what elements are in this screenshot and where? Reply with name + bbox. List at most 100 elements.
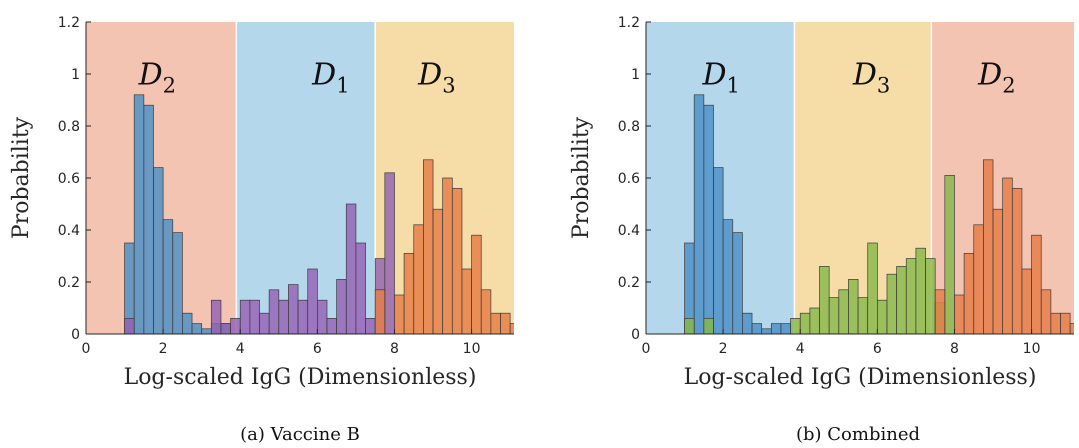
x-tick-label: 2 xyxy=(159,341,168,357)
y-tick-label: 0.4 xyxy=(58,223,80,239)
histogram-bar xyxy=(490,312,501,334)
histogram-bar xyxy=(973,224,984,334)
histogram-bar xyxy=(288,284,299,334)
histogram-bar xyxy=(182,312,193,334)
histogram-bar xyxy=(394,294,405,334)
histogram-bar xyxy=(1050,312,1061,334)
histogram-bar xyxy=(1021,268,1032,334)
histogram-bar xyxy=(954,294,965,334)
histogram-bar xyxy=(877,299,888,334)
histogram-bar xyxy=(905,258,917,334)
y-axis-title: Probability xyxy=(9,116,34,239)
histogram-bar xyxy=(297,299,309,334)
y-tick-label: 1.2 xyxy=(618,15,640,31)
y-tick-label: 0.6 xyxy=(618,171,640,187)
histogram-bar xyxy=(703,104,714,334)
region-label: D2 xyxy=(138,57,176,97)
histogram-bar xyxy=(780,323,791,334)
region-label-subscript: 1 xyxy=(727,73,740,97)
histogram-bar xyxy=(934,289,946,334)
histogram-bar xyxy=(133,94,145,334)
region-label-letter: D xyxy=(138,57,163,92)
histogram-bar xyxy=(220,323,231,334)
histogram-bar xyxy=(838,289,849,334)
region-label-subscript: 2 xyxy=(1002,73,1015,97)
region-label-subscript: 2 xyxy=(163,73,176,97)
histogram-bar xyxy=(471,234,482,334)
x-axis-title: Log-scaled IgG (Dimensionless) xyxy=(124,365,477,390)
x-tick-label: 10 xyxy=(1023,341,1041,357)
histogram-bar xyxy=(703,318,714,334)
y-tick-label: 0.8 xyxy=(618,119,640,135)
histogram-bar xyxy=(713,167,724,334)
region-label: D3 xyxy=(852,57,890,97)
region-label-subscript: 3 xyxy=(442,73,455,97)
histogram-bar xyxy=(1060,312,1071,334)
y-tick-label: 1 xyxy=(71,67,80,83)
histogram-bar xyxy=(278,299,289,334)
histogram-bar xyxy=(172,232,183,334)
histogram-bar xyxy=(722,219,734,334)
x-tick-label: 0 xyxy=(642,341,651,357)
y-tick-label: 0.2 xyxy=(58,275,80,291)
histogram-bar xyxy=(336,279,347,334)
histogram-bar xyxy=(413,224,424,334)
histogram-bar xyxy=(143,104,154,334)
histogram-bar xyxy=(1011,188,1023,334)
x-tick-label: 2 xyxy=(719,341,728,357)
histogram-bar xyxy=(442,177,453,334)
histogram-bar xyxy=(1031,234,1042,334)
histogram-bar xyxy=(684,318,695,334)
histogram-bar xyxy=(480,289,492,334)
histogram-bar xyxy=(162,219,174,334)
histogram-bar xyxy=(432,208,444,334)
region-label-letter: D xyxy=(701,57,726,92)
histogram-bar xyxy=(249,299,260,334)
histogram-bar xyxy=(403,253,415,334)
plot-area xyxy=(86,22,514,334)
histogram-bar xyxy=(355,242,366,334)
y-tick-label: 0 xyxy=(631,327,640,343)
histogram-bar xyxy=(345,203,357,334)
y-tick-label: 0.4 xyxy=(618,223,640,239)
y-tick-label: 0.6 xyxy=(58,171,80,187)
x-tick-label: 8 xyxy=(950,341,959,357)
histogram-bar xyxy=(809,307,820,334)
region-label-letter: D xyxy=(311,57,336,92)
x-tick-label: 4 xyxy=(236,341,245,357)
histogram-bar xyxy=(848,279,859,334)
histogram-bar xyxy=(770,323,782,334)
histogram-bar xyxy=(124,318,135,334)
histogram-bar xyxy=(1002,177,1013,334)
histogram-bar xyxy=(500,312,511,334)
histogram-bar xyxy=(239,299,251,334)
x-axis-title: Log-scaled IgG (Dimensionless) xyxy=(684,365,1037,390)
y-tick-label: 1.2 xyxy=(58,15,80,31)
y-axis-title: Probability xyxy=(569,116,594,239)
histogram-bar xyxy=(153,167,164,334)
histogram-bar xyxy=(799,312,811,334)
histogram-bar xyxy=(1069,323,1074,334)
x-tick-label: 0 xyxy=(82,341,91,357)
histogram-bar xyxy=(1040,289,1052,334)
histogram-bar xyxy=(191,323,203,334)
y-tick-label: 0 xyxy=(71,327,80,343)
histogram-bar xyxy=(867,242,878,334)
histogram-bar xyxy=(963,253,975,334)
histogram-bar xyxy=(886,273,897,334)
histogram-bar xyxy=(365,318,376,334)
region-label-subscript: 3 xyxy=(877,73,890,97)
histogram-bar xyxy=(693,94,705,334)
y-tick-label: 0.8 xyxy=(58,119,80,135)
histogram-bar xyxy=(761,328,772,334)
histogram-bar xyxy=(451,188,463,334)
histogram-bar xyxy=(732,232,743,334)
region-label-letter: D xyxy=(417,57,442,92)
y-tick-label: 0.2 xyxy=(618,275,640,291)
region-label: D1 xyxy=(701,57,739,97)
histogram-bar xyxy=(925,258,936,334)
x-tick-label: 6 xyxy=(873,341,882,357)
panel-caption: (a) Vaccine B xyxy=(240,424,360,445)
histogram-bar xyxy=(201,328,212,334)
